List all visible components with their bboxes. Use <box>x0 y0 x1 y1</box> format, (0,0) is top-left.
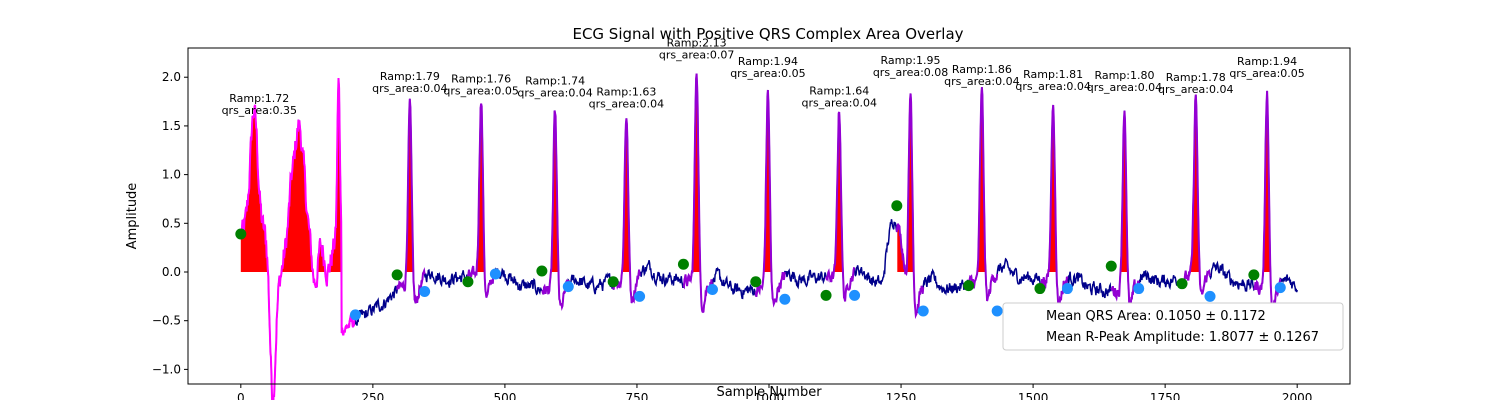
qrs-onset-marker-10 <box>1034 283 1046 295</box>
legend-entry-mean-qrs-area: Mean QRS Area: 0.1050 ± 0.1172 <box>1046 309 1266 324</box>
qrs-offset-marker-first <box>349 309 361 321</box>
x-tick-label-1000: 1000 <box>754 391 785 400</box>
qrs-segment-13 <box>1253 90 1282 314</box>
x-tick-label-0: 0 <box>237 391 245 400</box>
qrs-segment-4 <box>612 118 641 304</box>
annotation-beat-7-amp-label: Ramp:1.64 <box>809 84 869 97</box>
y-tick-label-6: 2.0 <box>162 70 181 84</box>
annotation-beat-12-amp-label: Ramp:1.78 <box>1166 71 1226 84</box>
annotation-beat-13-area-label: qrs_area:0.05 <box>1229 67 1304 80</box>
annotation-beat-2-amp-label: Ramp:1.76 <box>451 73 511 86</box>
x-tick-label-750: 750 <box>626 391 649 400</box>
x-axis-label: Sample Number <box>716 385 822 400</box>
x-tick-label-1500: 1500 <box>1018 391 1049 400</box>
x-tick-label-1250: 1250 <box>886 391 917 400</box>
annotation-beat-5-area-label: qrs_area:0.07 <box>659 49 734 62</box>
plot-area: Ramp:1.72qrs_area:0.35Ramp:1.79qrs_area:… <box>222 37 1305 400</box>
x-tick-label-1750: 1750 <box>1150 391 1181 400</box>
qrs-segment-12 <box>1181 94 1211 295</box>
y-tick-label-5: 1.5 <box>162 119 181 133</box>
annotation-beat-5-amp-label: Ramp:2.13 <box>667 37 727 50</box>
legend-box <box>1002 302 1344 351</box>
qrs-onset-marker-3 <box>536 265 548 277</box>
qrs-offset-marker-6 <box>779 293 791 305</box>
qrs-offset-marker-8 <box>917 305 929 317</box>
annotation-beat-8-area-label: qrs_area:0.08 <box>873 66 948 79</box>
legend-entry-mean-r-peak-amplitude: Mean R-Peak Amplitude: 1.8077 ± 0.1267 <box>1046 330 1319 345</box>
annotation-beat-3-area-label: qrs_area:0.04 <box>517 87 592 100</box>
legend: Mean QRS Area: 0.1050 ± 0.1172 Mean R-Pe… <box>1002 302 1344 351</box>
qrs-offset-marker-9 <box>991 305 1003 317</box>
y-axis-label: Amplitude <box>125 183 140 250</box>
qrs-segment-5 <box>682 73 714 314</box>
annotation-beat-6-amp-label: Ramp:1.94 <box>738 55 798 68</box>
qrs-onset-marker-2 <box>462 276 474 288</box>
annotation-beat-3-amp-label: Ramp:1.74 <box>525 75 585 88</box>
annotation-beat-7-area-label: qrs_area:0.04 <box>802 96 877 109</box>
y-tick-label-4: 1.0 <box>162 168 181 182</box>
annotation-first-area-label: qrs_area:0.35 <box>222 104 297 117</box>
qrs-area-fill-first <box>240 78 342 272</box>
qrs-segment-2 <box>466 103 497 298</box>
qrs-offset-marker-5 <box>706 284 718 296</box>
qrs-segment-3 <box>541 110 570 312</box>
x-tick-label-500: 500 <box>493 391 516 400</box>
annotation-first-amp-label: Ramp:1.72 <box>229 92 289 105</box>
annotation-beat-6-area-label: qrs_area:0.05 <box>730 67 805 80</box>
qrs-segment-11 <box>1110 110 1140 307</box>
qrs-segment-8 <box>895 93 925 320</box>
qrs-onset-marker-11 <box>1105 260 1117 272</box>
qrs-offset-marker-3 <box>562 281 574 293</box>
annotation-beat-2-area-label: qrs_area:0.05 <box>443 85 518 98</box>
qrs-offset-marker-12 <box>1204 290 1216 302</box>
y-tick-label-2: 0.0 <box>162 265 181 279</box>
annotation-beat-4-amp-label: Ramp:1.63 <box>596 85 656 98</box>
annotation-beat-11-area-label: qrs_area:0.04 <box>1087 81 1162 94</box>
qrs-segment-1 <box>396 98 426 304</box>
qrs-onset-marker-6 <box>750 276 762 288</box>
qrs-offset-marker-7 <box>849 289 861 301</box>
annotation-beat-11-amp-label: Ramp:1.80 <box>1094 69 1154 82</box>
chart-title: ECG Signal with Positive QRS Complex Are… <box>572 25 963 43</box>
qrs-offset-marker-1 <box>419 285 431 297</box>
annotation-beat-13-amp-label: Ramp:1.94 <box>1237 55 1297 68</box>
qrs-offset-marker-2 <box>489 268 501 280</box>
y-tick-label-3: 0.5 <box>162 216 181 230</box>
qrs-onset-marker-first <box>235 228 247 240</box>
qrs-onset-marker-8 <box>891 200 903 212</box>
annotation-beat-4-area-label: qrs_area:0.04 <box>589 97 664 110</box>
qrs-onset-marker-12 <box>1176 278 1188 290</box>
annotation-beat-12-area-label: qrs_area:0.04 <box>1158 83 1233 96</box>
qrs-onset-marker-13 <box>1248 269 1260 281</box>
y-tick-label-0: −1.0 <box>152 362 181 376</box>
qrs-onset-marker-7 <box>820 289 832 301</box>
qrs-segment-7 <box>825 111 855 302</box>
annotation-beat-9-amp-label: Ramp:1.86 <box>952 63 1012 76</box>
qrs-onset-marker-4 <box>607 276 619 288</box>
qrs-offset-marker-10 <box>1061 283 1073 295</box>
annotation-beat-10-area-label: qrs_area:0.04 <box>1015 80 1090 93</box>
qrs-segment-6 <box>754 89 786 308</box>
annotation-beat-9-area-label: qrs_area:0.04 <box>944 75 1019 88</box>
axis-ticks: 0 250 500 750 1000 1250 1500 1750 2000 −1.0 −0.5 0.… <box>152 70 1313 400</box>
annotation-beat-1-area-label: qrs_area:0.04 <box>372 82 447 95</box>
annotation-beat-10-amp-label: Ramp:1.81 <box>1023 68 1083 81</box>
annotation-beat-1-amp-label: Ramp:1.79 <box>380 70 440 83</box>
x-tick-label-2000: 2000 <box>1282 391 1313 400</box>
qrs-onset-marker-1 <box>391 269 403 281</box>
qrs-offset-marker-4 <box>634 290 646 302</box>
y-tick-label-1: −0.5 <box>152 314 181 328</box>
qrs-onset-marker-9 <box>963 280 975 292</box>
qrs-offset-marker-13 <box>1274 282 1286 294</box>
annotation-beat-8-amp-label: Ramp:1.95 <box>881 54 941 67</box>
qrs-onset-marker-5 <box>677 258 689 270</box>
x-tick-label-250: 250 <box>361 391 384 400</box>
qrs-segment-first <box>239 77 356 400</box>
qrs-offset-marker-11 <box>1133 283 1145 295</box>
